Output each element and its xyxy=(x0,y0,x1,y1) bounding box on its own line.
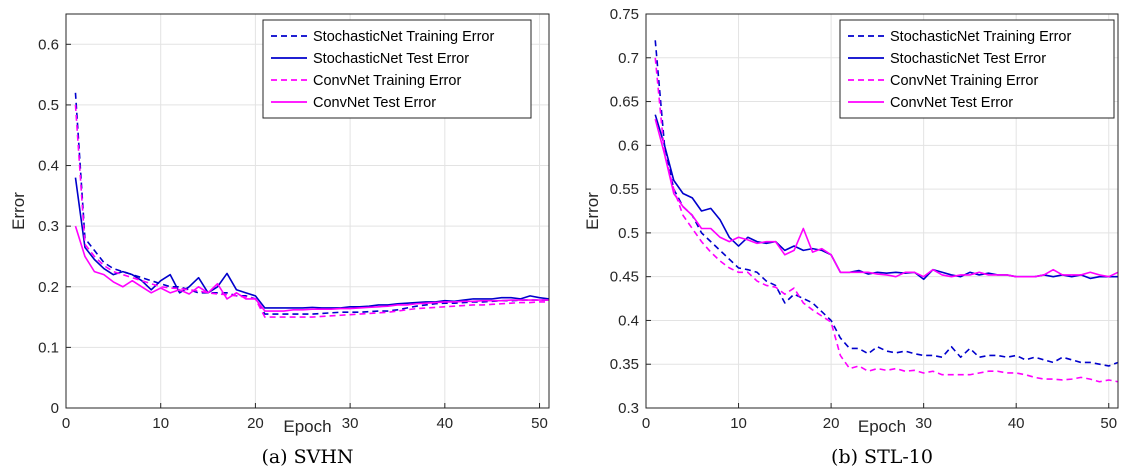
panel-caption: (a) SVHN xyxy=(261,446,353,468)
series-line-1 xyxy=(654,40,1119,367)
series-line-4 xyxy=(654,118,1119,278)
legend-label: ConvNet Test Error xyxy=(313,95,436,111)
series-line-3 xyxy=(74,104,549,318)
legend-label: StochasticNet Test Error xyxy=(313,51,469,67)
y-tick-label: 0.7 xyxy=(618,50,639,67)
legend-box xyxy=(262,19,532,119)
series-line-3 xyxy=(654,57,1119,383)
y-tick-label: 0.5 xyxy=(38,97,59,114)
y-tick-label: 0.6 xyxy=(38,36,59,53)
y-axis-label: Error xyxy=(583,192,602,230)
series-line-4 xyxy=(74,225,549,312)
panel-caption: (b) STL-10 xyxy=(831,446,933,468)
legend-label: StochasticNet Test Error xyxy=(890,51,1046,67)
chart-panel-2: 0 10 20 30 40 50 0.3 0.35 0.4 0.45 0.5 0.55 0.6 0.65 0… xyxy=(583,6,1119,468)
axes-box xyxy=(65,13,550,409)
x-tick-label: 10 xyxy=(152,415,169,432)
y-tick-label: 0.1 xyxy=(38,339,59,356)
axes-box xyxy=(645,13,1119,409)
series-line-2 xyxy=(74,177,550,309)
legend-label: ConvNet Test Error xyxy=(890,95,1013,111)
y-tick-label: 0.4 xyxy=(38,158,59,175)
x-tick-label: 20 xyxy=(247,415,264,432)
x-tick-label: 0 xyxy=(642,415,650,432)
x-tick-label: 40 xyxy=(1008,415,1025,432)
y-tick-label: 0.2 xyxy=(38,279,59,296)
x-tick-label: 0 xyxy=(62,415,70,432)
y-tick-label: 0.5 xyxy=(618,225,639,242)
y-tick-label: 0.4 xyxy=(618,312,639,329)
y-tick-label: 0.35 xyxy=(610,356,639,373)
legend-label: StochasticNet Training Error xyxy=(313,29,494,45)
y-axis-label: Error xyxy=(9,192,28,230)
series-line-1 xyxy=(74,92,549,315)
x-axis-label: Epoch xyxy=(858,417,906,436)
series-group xyxy=(654,40,1119,383)
chart-panel-1: 0 10 20 30 40 50 0 0.1 0.2 0.3 0.4 0.5 0.6 Epoch Error… xyxy=(9,13,550,468)
x-tick-label: 50 xyxy=(531,415,548,432)
y-tick-label: 0.75 xyxy=(610,6,639,23)
legend-box xyxy=(839,19,1115,119)
y-tick-label: 0.55 xyxy=(610,181,639,198)
legend-label: StochasticNet Training Error xyxy=(890,29,1071,45)
series-group xyxy=(74,92,550,318)
y-tick-label: 0.45 xyxy=(610,269,639,286)
y-tick-label: 0 xyxy=(51,400,59,417)
y-tick-label: 0.3 xyxy=(38,218,59,235)
x-tick-label: 40 xyxy=(436,415,453,432)
x-tick-label: 10 xyxy=(730,415,747,432)
x-tick-label: 50 xyxy=(1100,415,1117,432)
x-axis-label: Epoch xyxy=(283,417,331,436)
legend-label: ConvNet Training Error xyxy=(313,73,461,89)
x-tick-label: 30 xyxy=(915,415,932,432)
legend: StochasticNet Training Error StochasticNe… xyxy=(262,19,532,119)
x-tick-label: 20 xyxy=(823,415,840,432)
legend-label: ConvNet Training Error xyxy=(890,73,1038,89)
x-tick-label: 30 xyxy=(342,415,359,432)
y-tick-label: 0.6 xyxy=(618,137,639,154)
y-tick-label: 0.65 xyxy=(610,94,639,111)
y-tick-label: 0.3 xyxy=(618,400,639,417)
legend: StochasticNet Training Error StochasticNe… xyxy=(839,19,1115,119)
